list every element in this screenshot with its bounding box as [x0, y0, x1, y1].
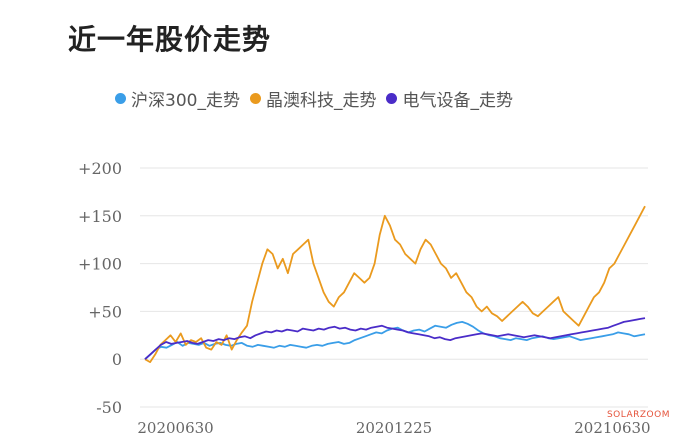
solarzoom-watermark: SOLARZOOM	[606, 410, 670, 420]
x-tick-label: 20201225	[356, 419, 432, 437]
legend-dot-icon	[115, 93, 126, 104]
series-line-2[interactable]	[144, 317, 646, 360]
legend-dot-icon	[386, 93, 398, 104]
legend-dot-icon	[249, 93, 261, 104]
y-tick-label: 0	[112, 350, 122, 369]
y-tick-label: +200	[78, 159, 122, 178]
legend-item-electrical[interactable]: 电气设备_走势	[386, 86, 513, 111]
x-tick-label: 20210630	[574, 419, 650, 437]
legend-item-hs300[interactable]: 沪深300_走势	[115, 86, 240, 111]
legend-label: 电气设备_走势	[402, 91, 513, 111]
y-tick-label: +100	[78, 255, 122, 274]
page-title: 近一年股价走势	[68, 23, 272, 56]
series-line-1[interactable]	[144, 205, 646, 364]
y-tick-label: -50	[96, 398, 122, 417]
series-line-0[interactable]	[144, 320, 646, 360]
y-tick-label: +50	[88, 302, 122, 321]
y-tick-label: +150	[78, 207, 122, 226]
legend-label: 沪深300_走势	[131, 91, 240, 111]
x-tick-label: 20200630	[137, 419, 213, 437]
legend-item-jingao[interactable]: 晶澳科技_走势	[249, 86, 377, 111]
chart-legend: 沪深300_走势 晶澳科技_走势 电气设备_走势	[115, 86, 523, 111]
legend-label: 晶澳科技_走势	[265, 91, 377, 111]
